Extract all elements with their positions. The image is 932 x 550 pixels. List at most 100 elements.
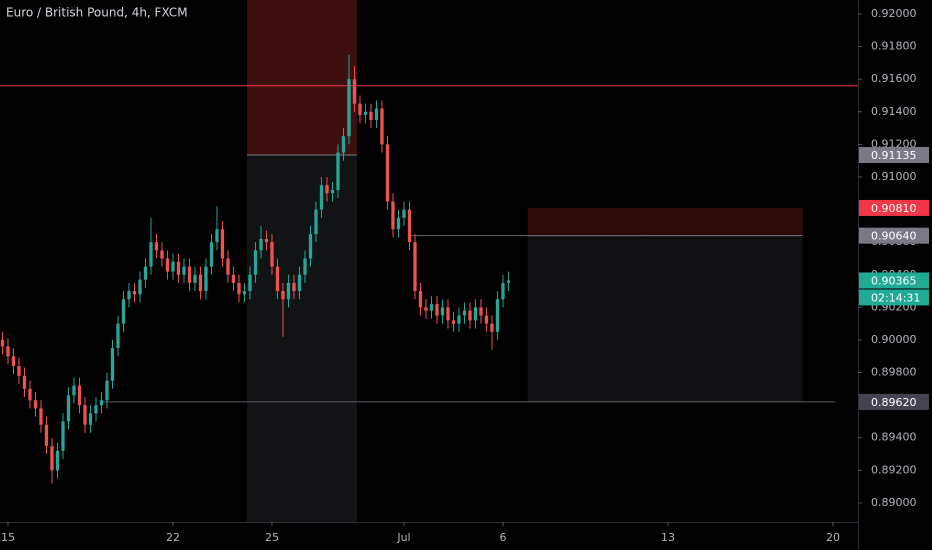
candle-body — [209, 242, 214, 267]
candle-body — [479, 307, 483, 316]
candle-body — [468, 310, 472, 321]
price-tag — [859, 393, 929, 410]
candle-body — [319, 185, 324, 210]
x-tick-label: 15 — [1, 531, 15, 544]
candle-body — [138, 279, 142, 295]
candle-body — [391, 201, 395, 230]
candle-body — [506, 280, 511, 283]
candle-body — [61, 421, 65, 451]
candle-body — [473, 307, 478, 321]
time-axis-panel — [0, 522, 858, 550]
candle-body — [429, 304, 434, 311]
candle-body — [352, 79, 357, 104]
candle-body — [264, 238, 269, 243]
candle-body — [132, 291, 137, 295]
x-tick-label: 6 — [499, 531, 506, 544]
candle-body — [99, 400, 104, 406]
candle-body — [22, 375, 27, 389]
candle-body — [462, 310, 467, 316]
countdown-label: 02:14:31 — [871, 291, 920, 304]
candle-body — [418, 291, 423, 308]
lines — [0, 85, 858, 403]
candle-body — [33, 400, 38, 409]
candle-body — [440, 307, 445, 316]
stop-zone — [527, 235, 803, 402]
price-tag-label: 0.89620 — [871, 396, 917, 409]
candle-body — [94, 405, 98, 414]
zones — [246, 0, 803, 522]
candle-body — [39, 408, 43, 425]
candle-body — [226, 258, 230, 275]
y-tick-label: 0.91400 — [871, 105, 917, 118]
candle-body — [396, 217, 401, 230]
candle-body — [154, 242, 159, 251]
price-tags: 0.91135 0.90810 0.90640 0.90365 02:14:31 0.89… — [859, 146, 929, 410]
y-tick-label: 0.89000 — [871, 496, 917, 509]
candle-body — [501, 282, 505, 300]
candle-body — [66, 395, 71, 422]
y-tick-label: 0.91600 — [871, 72, 917, 85]
price-tag — [859, 227, 929, 244]
candle-body — [248, 274, 252, 292]
candle-body — [495, 299, 500, 332]
candle-body — [149, 242, 153, 267]
price-tag-label: 0.90810 — [871, 202, 917, 215]
candle-body — [435, 304, 439, 316]
candle-body — [446, 307, 450, 321]
candle-body — [165, 258, 170, 272]
candle-body — [286, 282, 291, 300]
candle-body — [242, 291, 247, 295]
candle-body — [303, 258, 307, 275]
candle-body — [237, 282, 241, 295]
candle-body — [314, 209, 318, 235]
candle-body — [407, 209, 412, 243]
candle-body — [105, 380, 109, 401]
candle-body — [55, 450, 60, 471]
candle-body — [336, 152, 340, 191]
price-tag — [859, 199, 929, 216]
candle-body — [176, 261, 181, 275]
candle-body — [187, 266, 192, 283]
candle-body — [50, 445, 54, 471]
candle-body — [330, 190, 335, 194]
y-tick-label: 0.92000 — [871, 7, 917, 20]
stop-zone — [246, 154, 357, 522]
candle-body — [380, 108, 384, 145]
candle-body — [127, 291, 131, 300]
y-tick-label: 0.90000 — [871, 333, 917, 346]
candle-body — [160, 250, 164, 259]
candle-body — [358, 103, 362, 116]
candle-body — [341, 136, 346, 153]
candle-body — [204, 266, 208, 292]
candle-body — [281, 291, 285, 300]
x-tick-label: 22 — [166, 531, 180, 544]
candle-body — [215, 229, 219, 243]
candle-body — [143, 266, 148, 280]
y-tick-label: 0.89400 — [871, 431, 917, 444]
price-tag — [859, 146, 929, 163]
y-tick-label: 0.89800 — [871, 366, 917, 379]
countdown-tag — [859, 289, 929, 306]
candle-body — [72, 385, 76, 396]
candle-body — [490, 323, 494, 332]
candle-body — [17, 366, 21, 376]
candle-body — [116, 323, 120, 349]
candle-body — [198, 274, 203, 292]
price-tag-label: 0.90365 — [871, 274, 917, 287]
candle-body — [347, 79, 351, 137]
candle-body — [308, 234, 313, 259]
price-tag — [859, 272, 929, 289]
candle-body — [275, 266, 280, 292]
target-zone — [246, 0, 357, 155]
x-tick-label: 25 — [265, 531, 279, 544]
candle-body — [270, 242, 274, 267]
candle-body — [457, 315, 461, 324]
chart-title: Euro / British Pound, 4h, FXCM — [6, 6, 188, 20]
candle-body — [83, 405, 87, 425]
candle-body — [220, 229, 225, 259]
price-tag-label: 0.90640 — [871, 230, 917, 243]
target-zone — [527, 207, 803, 236]
x-tick-label: 13 — [661, 531, 675, 544]
candle-body — [77, 385, 82, 406]
